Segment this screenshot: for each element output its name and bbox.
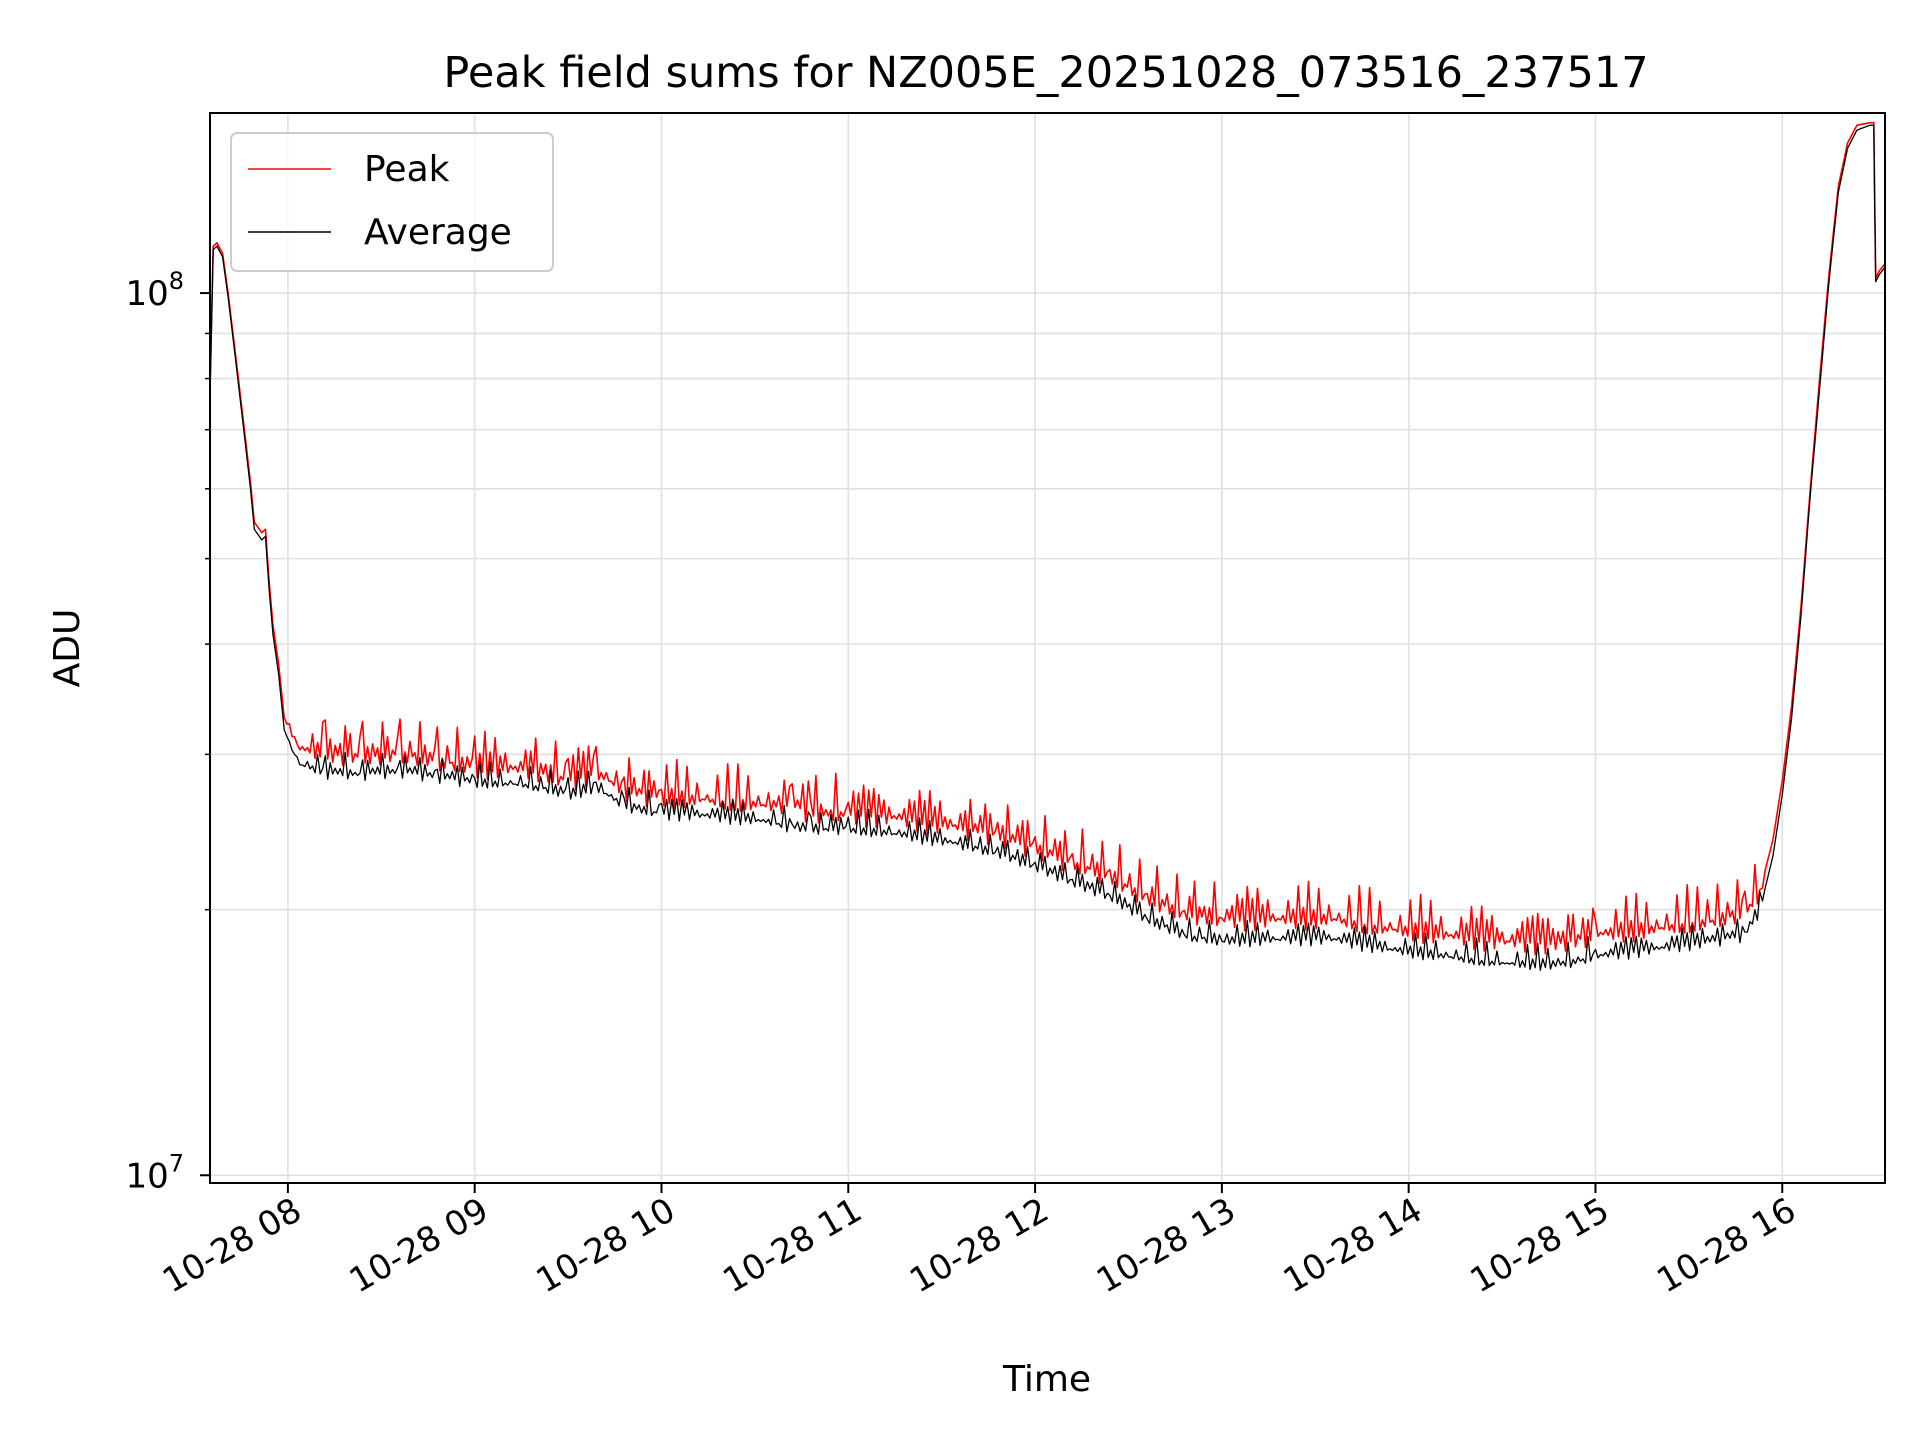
legend-label-peak: Peak — [364, 149, 450, 190]
series-line-peak — [210, 121, 1885, 956]
x-axis-label: Time — [1002, 1359, 1091, 1400]
plot-frame — [209, 112, 1886, 1184]
y-tick-exponent: 7 — [169, 1149, 184, 1177]
series-layer — [210, 121, 1885, 971]
y-tick-exponent: 8 — [169, 267, 184, 295]
legend: Peak Average — [230, 132, 554, 272]
grid — [210, 113, 1885, 1183]
series-line-average — [210, 124, 1885, 971]
y-axis-label: ADU — [47, 609, 88, 688]
legend-box — [230, 132, 554, 272]
chart-title: Peak field sums for NZ005E_20251028_0735… — [443, 48, 1648, 98]
legend-label-average: Average — [364, 212, 512, 253]
